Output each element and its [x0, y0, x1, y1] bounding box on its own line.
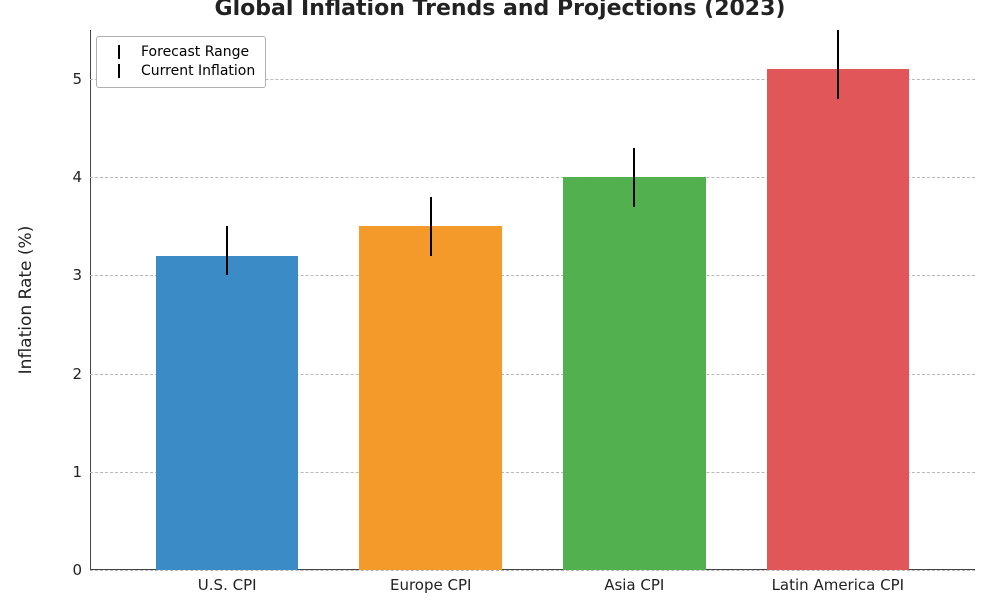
- y-tick-label: 4: [72, 168, 90, 186]
- bar: [563, 177, 705, 570]
- bar: [359, 226, 501, 570]
- legend-swatch-icon: [105, 45, 133, 59]
- legend-item: Forecast Range: [105, 43, 255, 62]
- y-axis-spine: [90, 30, 91, 570]
- legend-item: Current Inflation: [105, 62, 255, 81]
- error-bar: [226, 226, 228, 275]
- y-tick-label: 0: [72, 561, 90, 579]
- y-tick-label: 3: [72, 266, 90, 284]
- chart-title: Global Inflation Trends and Projections …: [0, 0, 1000, 21]
- bar: [156, 256, 298, 570]
- plot-area: 012345U.S. CPIEurope CPIAsia CPILatin Am…: [90, 30, 975, 570]
- legend-label: Current Inflation: [141, 62, 255, 81]
- error-bar: [633, 148, 635, 207]
- error-bar: [430, 197, 432, 256]
- x-tick-label: U.S. CPI: [198, 570, 257, 594]
- bar: [767, 69, 909, 570]
- x-tick-label: Europe CPI: [390, 570, 471, 594]
- x-tick-label: Asia CPI: [604, 570, 664, 594]
- error-bar: [837, 30, 839, 99]
- legend-label: Forecast Range: [141, 43, 249, 62]
- y-tick-label: 1: [72, 463, 90, 481]
- y-tick-label: 2: [72, 365, 90, 383]
- legend: Forecast RangeCurrent Inflation: [96, 36, 266, 88]
- y-axis-label: Inflation Rate (%): [16, 226, 36, 375]
- y-tick-label: 5: [72, 70, 90, 88]
- chart-container: Global Inflation Trends and Projections …: [0, 0, 1000, 600]
- legend-swatch-icon: [105, 64, 133, 78]
- x-tick-label: Latin America CPI: [772, 570, 904, 594]
